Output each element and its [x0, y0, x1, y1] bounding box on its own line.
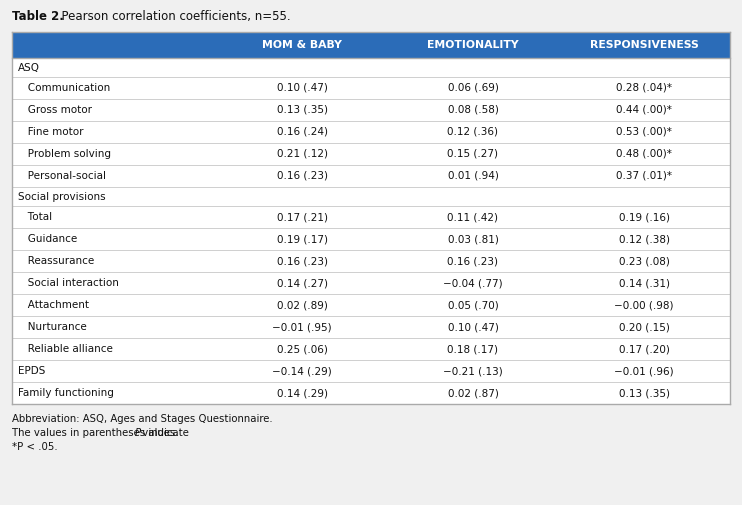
Text: Total: Total: [18, 212, 52, 222]
Text: 0.02 (.89): 0.02 (.89): [277, 300, 327, 310]
Text: 0.15 (.27): 0.15 (.27): [447, 149, 499, 159]
Text: 0.16 (.23): 0.16 (.23): [277, 171, 327, 181]
Bar: [12, 77, 730, 99]
Text: 0.21 (.12): 0.21 (.12): [277, 149, 327, 159]
Text: Nurturance: Nurturance: [18, 322, 87, 332]
Text: 0.12 (.38): 0.12 (.38): [619, 234, 670, 244]
Bar: [12, 360, 730, 382]
Text: Personal-social: Personal-social: [18, 171, 106, 181]
Bar: [12, 250, 730, 272]
Text: Table 2.: Table 2.: [12, 10, 64, 23]
Bar: [12, 58, 730, 77]
Text: 0.14 (.29): 0.14 (.29): [277, 388, 327, 398]
Bar: [12, 206, 730, 228]
Text: 0.37 (.01)*: 0.37 (.01)*: [616, 171, 672, 181]
Bar: [12, 316, 730, 338]
Text: Abbreviation: ASQ, Ages and Stages Questionnaire.: Abbreviation: ASQ, Ages and Stages Quest…: [12, 414, 272, 424]
Text: 0.28 (.04)*: 0.28 (.04)*: [616, 83, 672, 93]
Text: *P < .05.: *P < .05.: [12, 442, 58, 452]
Text: 0.11 (.42): 0.11 (.42): [447, 212, 499, 222]
Text: 0.53 (.00)*: 0.53 (.00)*: [617, 127, 672, 137]
Text: −0.00 (.98): −0.00 (.98): [614, 300, 674, 310]
Text: 0.13 (.35): 0.13 (.35): [619, 388, 670, 398]
Text: Social interaction: Social interaction: [18, 278, 119, 288]
Bar: [12, 338, 730, 360]
Text: 0.02 (.87): 0.02 (.87): [447, 388, 499, 398]
Text: EPDS: EPDS: [18, 366, 45, 376]
Text: 0.23 (.08): 0.23 (.08): [619, 256, 669, 266]
Text: 0.10 (.47): 0.10 (.47): [277, 83, 327, 93]
Text: Communication: Communication: [18, 83, 111, 93]
Text: 0.25 (.06): 0.25 (.06): [277, 344, 327, 354]
Text: 0.20 (.15): 0.20 (.15): [619, 322, 669, 332]
Text: 0.01 (.94): 0.01 (.94): [447, 171, 499, 181]
Text: values.: values.: [139, 428, 178, 438]
Text: Guidance: Guidance: [18, 234, 77, 244]
Text: 0.14 (.31): 0.14 (.31): [619, 278, 670, 288]
Text: Gross motor: Gross motor: [18, 105, 92, 115]
Text: 0.48 (.00)*: 0.48 (.00)*: [617, 149, 672, 159]
Bar: [12, 187, 730, 206]
Bar: [12, 32, 730, 58]
Text: 0.03 (.81): 0.03 (.81): [447, 234, 499, 244]
Text: 0.10 (.47): 0.10 (.47): [447, 322, 499, 332]
Text: 0.17 (.21): 0.17 (.21): [277, 212, 327, 222]
Text: 0.18 (.17): 0.18 (.17): [447, 344, 499, 354]
Text: −0.14 (.29): −0.14 (.29): [272, 366, 332, 376]
Text: −0.01 (.96): −0.01 (.96): [614, 366, 674, 376]
Text: 0.05 (.70): 0.05 (.70): [447, 300, 499, 310]
Text: MOM & BABY: MOM & BABY: [262, 40, 342, 50]
Bar: [12, 382, 730, 404]
Text: P: P: [134, 428, 141, 438]
Text: 0.19 (.17): 0.19 (.17): [277, 234, 327, 244]
Bar: [12, 121, 730, 143]
Text: Attachment: Attachment: [18, 300, 89, 310]
Text: 0.13 (.35): 0.13 (.35): [277, 105, 327, 115]
Bar: [12, 228, 730, 250]
Text: 0.17 (.20): 0.17 (.20): [619, 344, 669, 354]
Text: Family functioning: Family functioning: [18, 388, 114, 398]
Bar: [12, 143, 730, 165]
Text: 0.08 (.58): 0.08 (.58): [447, 105, 499, 115]
Bar: [12, 294, 730, 316]
Text: EMOTIONALITY: EMOTIONALITY: [427, 40, 519, 50]
Text: Reassurance: Reassurance: [18, 256, 94, 266]
Text: Reliable alliance: Reliable alliance: [18, 344, 113, 354]
Text: 0.14 (.27): 0.14 (.27): [277, 278, 327, 288]
Text: 0.16 (.23): 0.16 (.23): [447, 256, 499, 266]
Bar: [12, 272, 730, 294]
Text: 0.44 (.00)*: 0.44 (.00)*: [617, 105, 672, 115]
Text: ASQ: ASQ: [18, 63, 40, 73]
Text: −0.21 (.13): −0.21 (.13): [443, 366, 503, 376]
Text: 0.06 (.69): 0.06 (.69): [447, 83, 499, 93]
Text: −0.04 (.77): −0.04 (.77): [443, 278, 503, 288]
Text: −0.01 (.95): −0.01 (.95): [272, 322, 332, 332]
Text: Fine motor: Fine motor: [18, 127, 84, 137]
Text: 0.12 (.36): 0.12 (.36): [447, 127, 499, 137]
Text: 0.19 (.16): 0.19 (.16): [619, 212, 670, 222]
Text: Social provisions: Social provisions: [18, 191, 105, 201]
Text: 0.16 (.23): 0.16 (.23): [277, 256, 327, 266]
Text: 0.16 (.24): 0.16 (.24): [277, 127, 327, 137]
Bar: [12, 32, 730, 404]
Bar: [12, 165, 730, 187]
Text: The values in parentheses indicate: The values in parentheses indicate: [12, 428, 192, 438]
Text: RESPONSIVENESS: RESPONSIVENESS: [590, 40, 698, 50]
Bar: [12, 99, 730, 121]
Text: Problem solving: Problem solving: [18, 149, 111, 159]
Text: Pearson correlation coefficients, n=55.: Pearson correlation coefficients, n=55.: [54, 10, 291, 23]
